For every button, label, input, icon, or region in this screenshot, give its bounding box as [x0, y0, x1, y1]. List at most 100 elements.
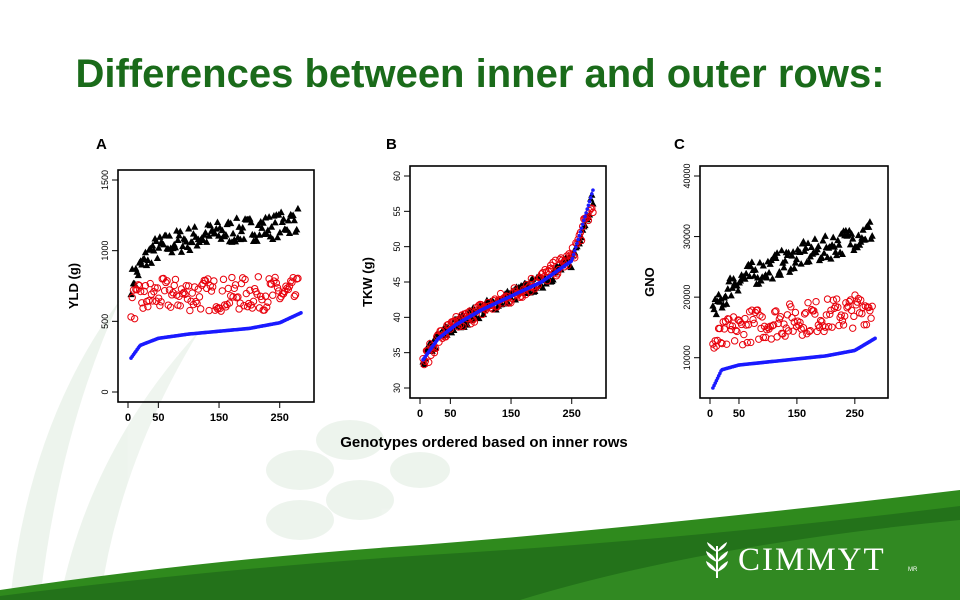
- data-point-circle-C: [787, 303, 795, 311]
- data-point-circle-C: [799, 324, 808, 332]
- y-axis-label-A: YLD (g): [66, 263, 81, 309]
- data-point-circle-B: [430, 348, 439, 357]
- data-point-dot-B: [591, 188, 595, 192]
- data-point-triangle-C: [857, 238, 865, 245]
- data-point-triangle-A: [222, 230, 230, 238]
- data-point-triangle-A: [276, 228, 284, 236]
- data-point-circle-A: [151, 284, 159, 292]
- data-point-circle-A: [140, 287, 148, 296]
- shared-x-axis-label: Genotypes ordered based on inner rows: [340, 434, 628, 451]
- data-point-circle-A: [218, 287, 226, 295]
- data-point-dot-B: [577, 233, 582, 238]
- data-point-circle-A: [219, 275, 228, 284]
- data-point-circle-A: [270, 277, 278, 285]
- data-point-circle-C: [720, 325, 729, 333]
- data-point-triangle-C: [723, 300, 731, 307]
- data-point-triangle-C: [829, 233, 837, 241]
- data-point-dot-A: [299, 311, 303, 315]
- data-point-circle-A: [249, 297, 258, 306]
- data-point-circle-C: [774, 319, 782, 328]
- data-point-circle-A: [190, 283, 199, 291]
- data-point-circle-C: [780, 320, 788, 328]
- data-point-circle-A: [234, 293, 242, 301]
- logo-trademark: MR: [908, 567, 918, 573]
- data-point-triangle-A: [186, 246, 194, 254]
- data-point-triangle-B: [581, 221, 589, 229]
- data-point-circle-A: [134, 281, 142, 289]
- data-point-triangle-A: [179, 242, 187, 250]
- data-point-triangle-A: [171, 243, 180, 251]
- data-point-circle-A: [166, 303, 175, 311]
- data-point-triangle-A: [159, 240, 168, 248]
- data-point-triangle-A: [233, 214, 241, 221]
- data-point-triangle-C: [751, 266, 759, 273]
- x-tick-label-B: 50: [444, 408, 456, 420]
- data-point-triangle-C: [727, 291, 735, 299]
- x-tick-label-A: 0: [125, 412, 131, 424]
- data-point-triangle-A: [168, 248, 176, 256]
- data-point-triangle-A: [213, 218, 222, 226]
- data-point-circle-A: [217, 307, 225, 315]
- data-point-triangle-C: [712, 310, 720, 318]
- data-point-circle-C: [865, 303, 873, 312]
- data-point-triangle-A: [185, 224, 193, 232]
- data-point-circle-C: [841, 312, 849, 320]
- data-point-triangle-C: [791, 258, 800, 266]
- data-point-circle-C: [820, 327, 828, 336]
- data-point-triangle-A: [141, 248, 150, 256]
- x-tick-label-C: 150: [788, 408, 806, 420]
- data-point-triangle-A: [205, 232, 213, 239]
- data-point-triangle-A: [143, 261, 151, 269]
- data-point-circle-C: [759, 333, 768, 342]
- data-point-circle-A: [261, 292, 270, 300]
- data-point-dot-B: [586, 203, 591, 208]
- data-point-triangle-A: [165, 232, 174, 239]
- data-point-circle-C: [781, 332, 789, 340]
- data-point-triangle-C: [725, 277, 733, 285]
- data-point-triangle-C: [781, 257, 789, 264]
- data-point-triangle-A: [191, 223, 199, 230]
- data-point-circle-A: [195, 293, 204, 301]
- data-point-dot-B: [587, 199, 592, 204]
- panel-label-B: B: [386, 136, 397, 153]
- data-point-circle-A: [291, 291, 300, 299]
- data-point-circle-C: [837, 311, 845, 319]
- data-point-dot-B: [576, 237, 580, 242]
- data-point-circle-A: [269, 291, 277, 299]
- data-point-triangle-A: [254, 221, 262, 229]
- data-point-triangle-C: [797, 260, 805, 267]
- data-point-circle-C: [738, 341, 747, 349]
- data-point-circle-C: [850, 312, 858, 321]
- data-point-circle-A: [182, 282, 190, 290]
- data-point-triangle-A: [290, 216, 298, 224]
- data-point-dot-B: [590, 192, 594, 196]
- data-point-triangle-C: [788, 251, 796, 259]
- data-point-circle-A: [164, 301, 172, 309]
- data-point-circle-B: [467, 320, 475, 328]
- data-point-triangle-C: [814, 242, 822, 250]
- data-point-dot-B: [572, 249, 577, 253]
- data-point-circle-A: [228, 273, 236, 282]
- data-point-triangle-C: [790, 264, 798, 272]
- data-point-triangle-C: [728, 284, 736, 291]
- data-point-triangle-C: [741, 275, 749, 282]
- data-point-circle-B: [420, 360, 428, 369]
- data-point-circle-C: [806, 326, 815, 335]
- data-point-circle-A: [141, 281, 150, 290]
- data-point-circle-C: [742, 321, 750, 329]
- data-point-triangle-A: [279, 215, 288, 222]
- data-point-dot-B: [580, 222, 585, 227]
- data-point-triangle-A: [264, 226, 272, 234]
- data-point-circle-B: [425, 358, 433, 366]
- data-point-circle-C: [835, 321, 843, 330]
- data-point-triangle-C: [838, 250, 847, 257]
- data-point-circle-A: [271, 273, 279, 282]
- data-point-triangle-A: [293, 225, 301, 233]
- data-point-triangle-A: [263, 230, 271, 237]
- x-tick-label-C: 50: [733, 408, 745, 420]
- data-point-triangle-A: [237, 227, 246, 235]
- data-point-circle-A: [255, 304, 264, 312]
- data-point-triangle-A: [218, 226, 226, 234]
- data-point-circle-C: [798, 331, 806, 339]
- data-point-triangle-C: [830, 243, 838, 250]
